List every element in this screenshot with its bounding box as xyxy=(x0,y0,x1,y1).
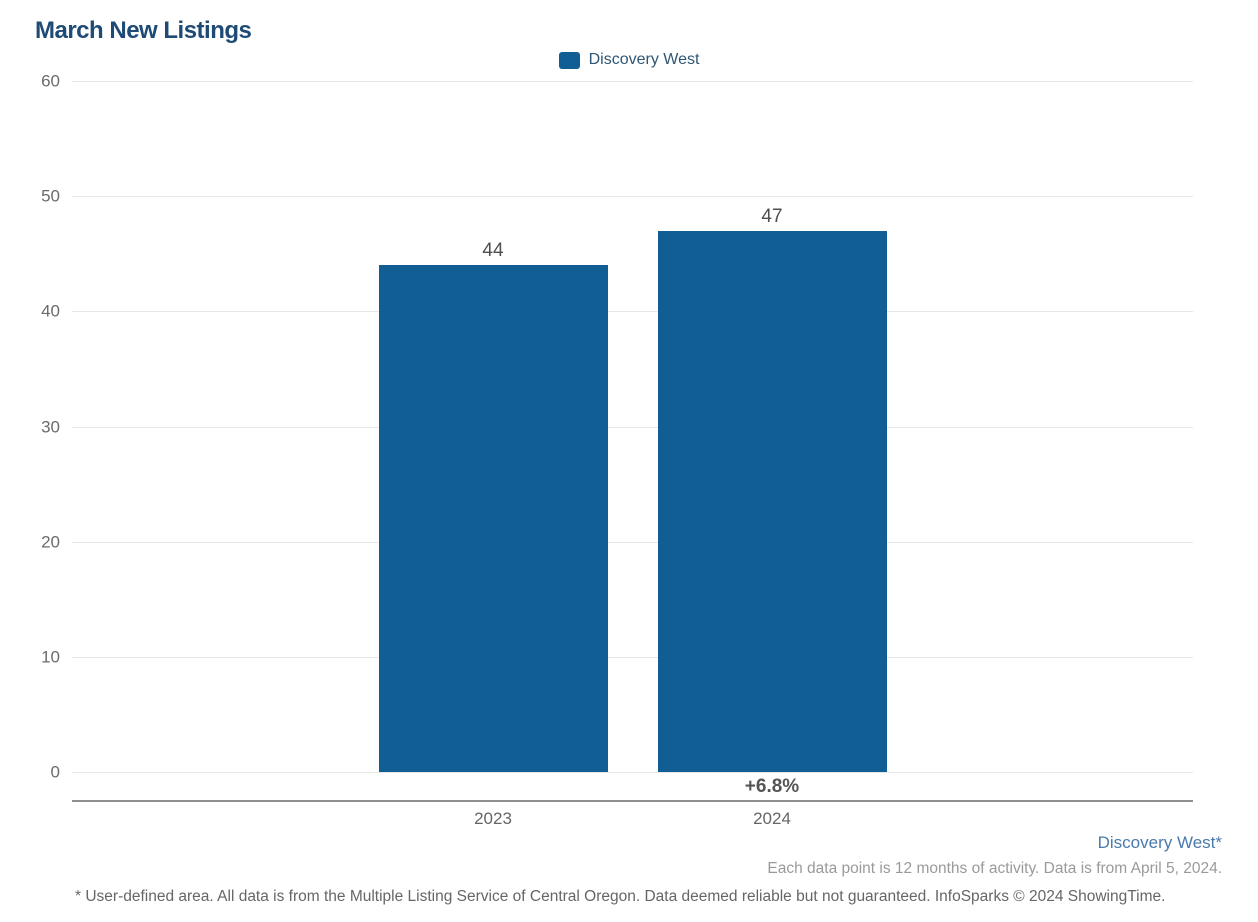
bar-2024[interactable] xyxy=(657,231,887,772)
y-axis-tick-label-60: 60 xyxy=(41,71,60,91)
footer-data-note: Each data point is 12 months of activity… xyxy=(767,860,1222,877)
y-axis-tick-label-40: 40 xyxy=(41,301,60,321)
gridline-y-40 xyxy=(72,311,1193,312)
footer-disclaimer: * User-defined area. All data is from th… xyxy=(75,888,1166,905)
legend: Discovery West xyxy=(0,51,1258,69)
gridline-y-20 xyxy=(72,542,1193,543)
gridline-y-10 xyxy=(72,657,1193,658)
footer-area-link[interactable]: Discovery West* xyxy=(1097,833,1222,852)
legend-swatch-discovery-west xyxy=(558,51,580,69)
y-axis-tick-label-10: 10 xyxy=(41,647,60,667)
bar-value-label-2023: 44 xyxy=(482,240,504,261)
y-axis-tick-label-30: 30 xyxy=(41,417,60,437)
gridline-y-30 xyxy=(72,427,1193,428)
y-axis-tick-label-0: 0 xyxy=(50,762,60,782)
percent-change-label: +6.8% xyxy=(744,776,800,797)
gridline-y-50 xyxy=(72,196,1193,197)
chart-title: March New Listings xyxy=(35,17,252,44)
y-axis-tick-label-20: 20 xyxy=(41,532,60,552)
bar-value-label-2024: 47 xyxy=(761,206,783,227)
gridline-y-60 xyxy=(72,81,1193,82)
gridline-y-0 xyxy=(72,772,1193,773)
x-axis-tick-label-2023: 2023 xyxy=(474,809,512,828)
footer-right-block: Discovery West* Each data point is 12 mo… xyxy=(767,833,1222,878)
x-axis-tick-label-2024: 2024 xyxy=(753,809,791,828)
y-axis-tick-label-50: 50 xyxy=(41,186,60,206)
bar-2023[interactable] xyxy=(378,265,608,772)
legend-label-discovery-west: Discovery West xyxy=(588,51,700,68)
x-axis-line xyxy=(72,800,1193,802)
